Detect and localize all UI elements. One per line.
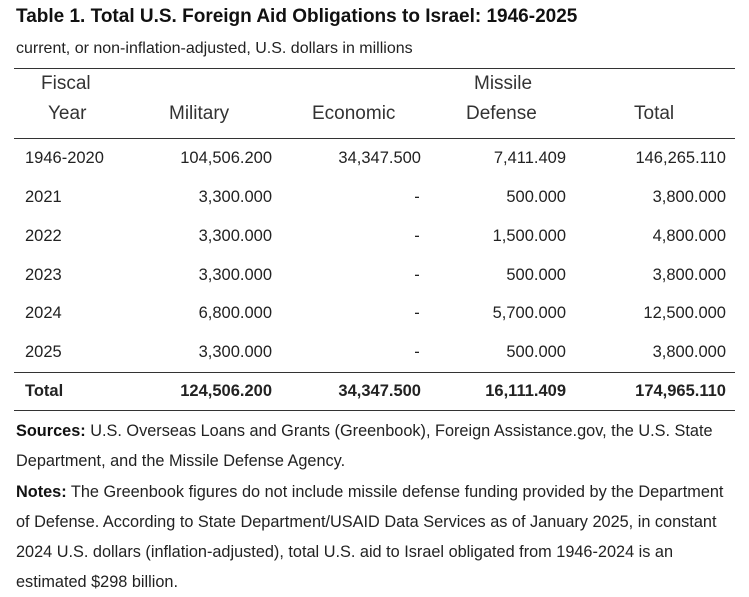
totals-military: 124,506.200 — [180, 382, 272, 400]
totals-missile-defense: 16,111.409 — [485, 382, 566, 400]
header-rule — [14, 138, 735, 139]
table-title: Table 1. Total U.S. Foreign Aid Obligati… — [16, 6, 578, 27]
cell-year: 1946-2020 — [25, 149, 104, 167]
cell-military: 3,300.000 — [198, 188, 272, 206]
totals-label: Total — [25, 382, 64, 400]
cell-missile-defense: 1,500.000 — [492, 227, 566, 245]
cell-economic: - — [414, 343, 420, 361]
notes-text: The Greenbook figures do not include mis… — [16, 483, 724, 591]
cell-economic: - — [414, 227, 420, 245]
header-missile-line1: Missile — [474, 73, 533, 94]
cell-year: 2022 — [25, 227, 62, 245]
header-fiscal-line1: Fiscal — [41, 73, 91, 94]
cell-economic: 34,347.500 — [338, 149, 421, 167]
header-missile-line2: Defense — [466, 103, 537, 124]
notes-label: Notes: — [16, 483, 67, 501]
cell-year: 2021 — [25, 188, 62, 206]
cell-missile-defense: 5,700.000 — [492, 304, 566, 322]
cell-year: 2024 — [25, 304, 62, 322]
cell-military: 3,300.000 — [198, 343, 272, 361]
cell-total: 3,800.000 — [652, 343, 726, 361]
totals-economic: 34,347.500 — [338, 382, 421, 400]
bottom-rule — [14, 410, 735, 411]
notes: Notes: The Greenbook figures do not incl… — [16, 477, 738, 597]
totals-total: 174,965.110 — [635, 382, 726, 400]
totals-rule — [14, 372, 735, 373]
sources-text: U.S. Overseas Loans and Grants (Greenboo… — [16, 422, 713, 470]
header-economic: Economic — [312, 103, 396, 124]
header-military: Military — [169, 103, 230, 124]
top-rule — [14, 68, 735, 69]
cell-military: 3,300.000 — [198, 266, 272, 284]
cell-year: 2025 — [25, 343, 62, 361]
cell-total: 3,800.000 — [652, 188, 726, 206]
cell-total: 12,500.000 — [643, 304, 726, 322]
cell-economic: - — [414, 304, 420, 322]
cell-military: 3,300.000 — [198, 227, 272, 245]
cell-missile-defense: 500.000 — [506, 343, 566, 361]
header-fiscal-line2: Year — [48, 103, 87, 124]
header-total: Total — [634, 103, 675, 124]
cell-missile-defense: 500.000 — [506, 188, 566, 206]
cell-year: 2023 — [25, 266, 62, 284]
cell-economic: - — [414, 188, 420, 206]
cell-military: 104,506.200 — [180, 149, 272, 167]
sources-label: Sources: — [16, 422, 86, 440]
cell-economic: - — [414, 266, 420, 284]
cell-total: 4,800.000 — [652, 227, 726, 245]
cell-total: 146,265.110 — [635, 149, 726, 167]
table-subtitle: current, or non-inflation-adjusted, U.S.… — [16, 40, 413, 57]
cell-missile-defense: 7,411.409 — [493, 149, 566, 167]
sources-note: Sources: U.S. Overseas Loans and Grants … — [16, 416, 738, 476]
cell-missile-defense: 500.000 — [506, 266, 566, 284]
cell-military: 6,800.000 — [198, 304, 272, 322]
cell-total: 3,800.000 — [652, 266, 726, 284]
